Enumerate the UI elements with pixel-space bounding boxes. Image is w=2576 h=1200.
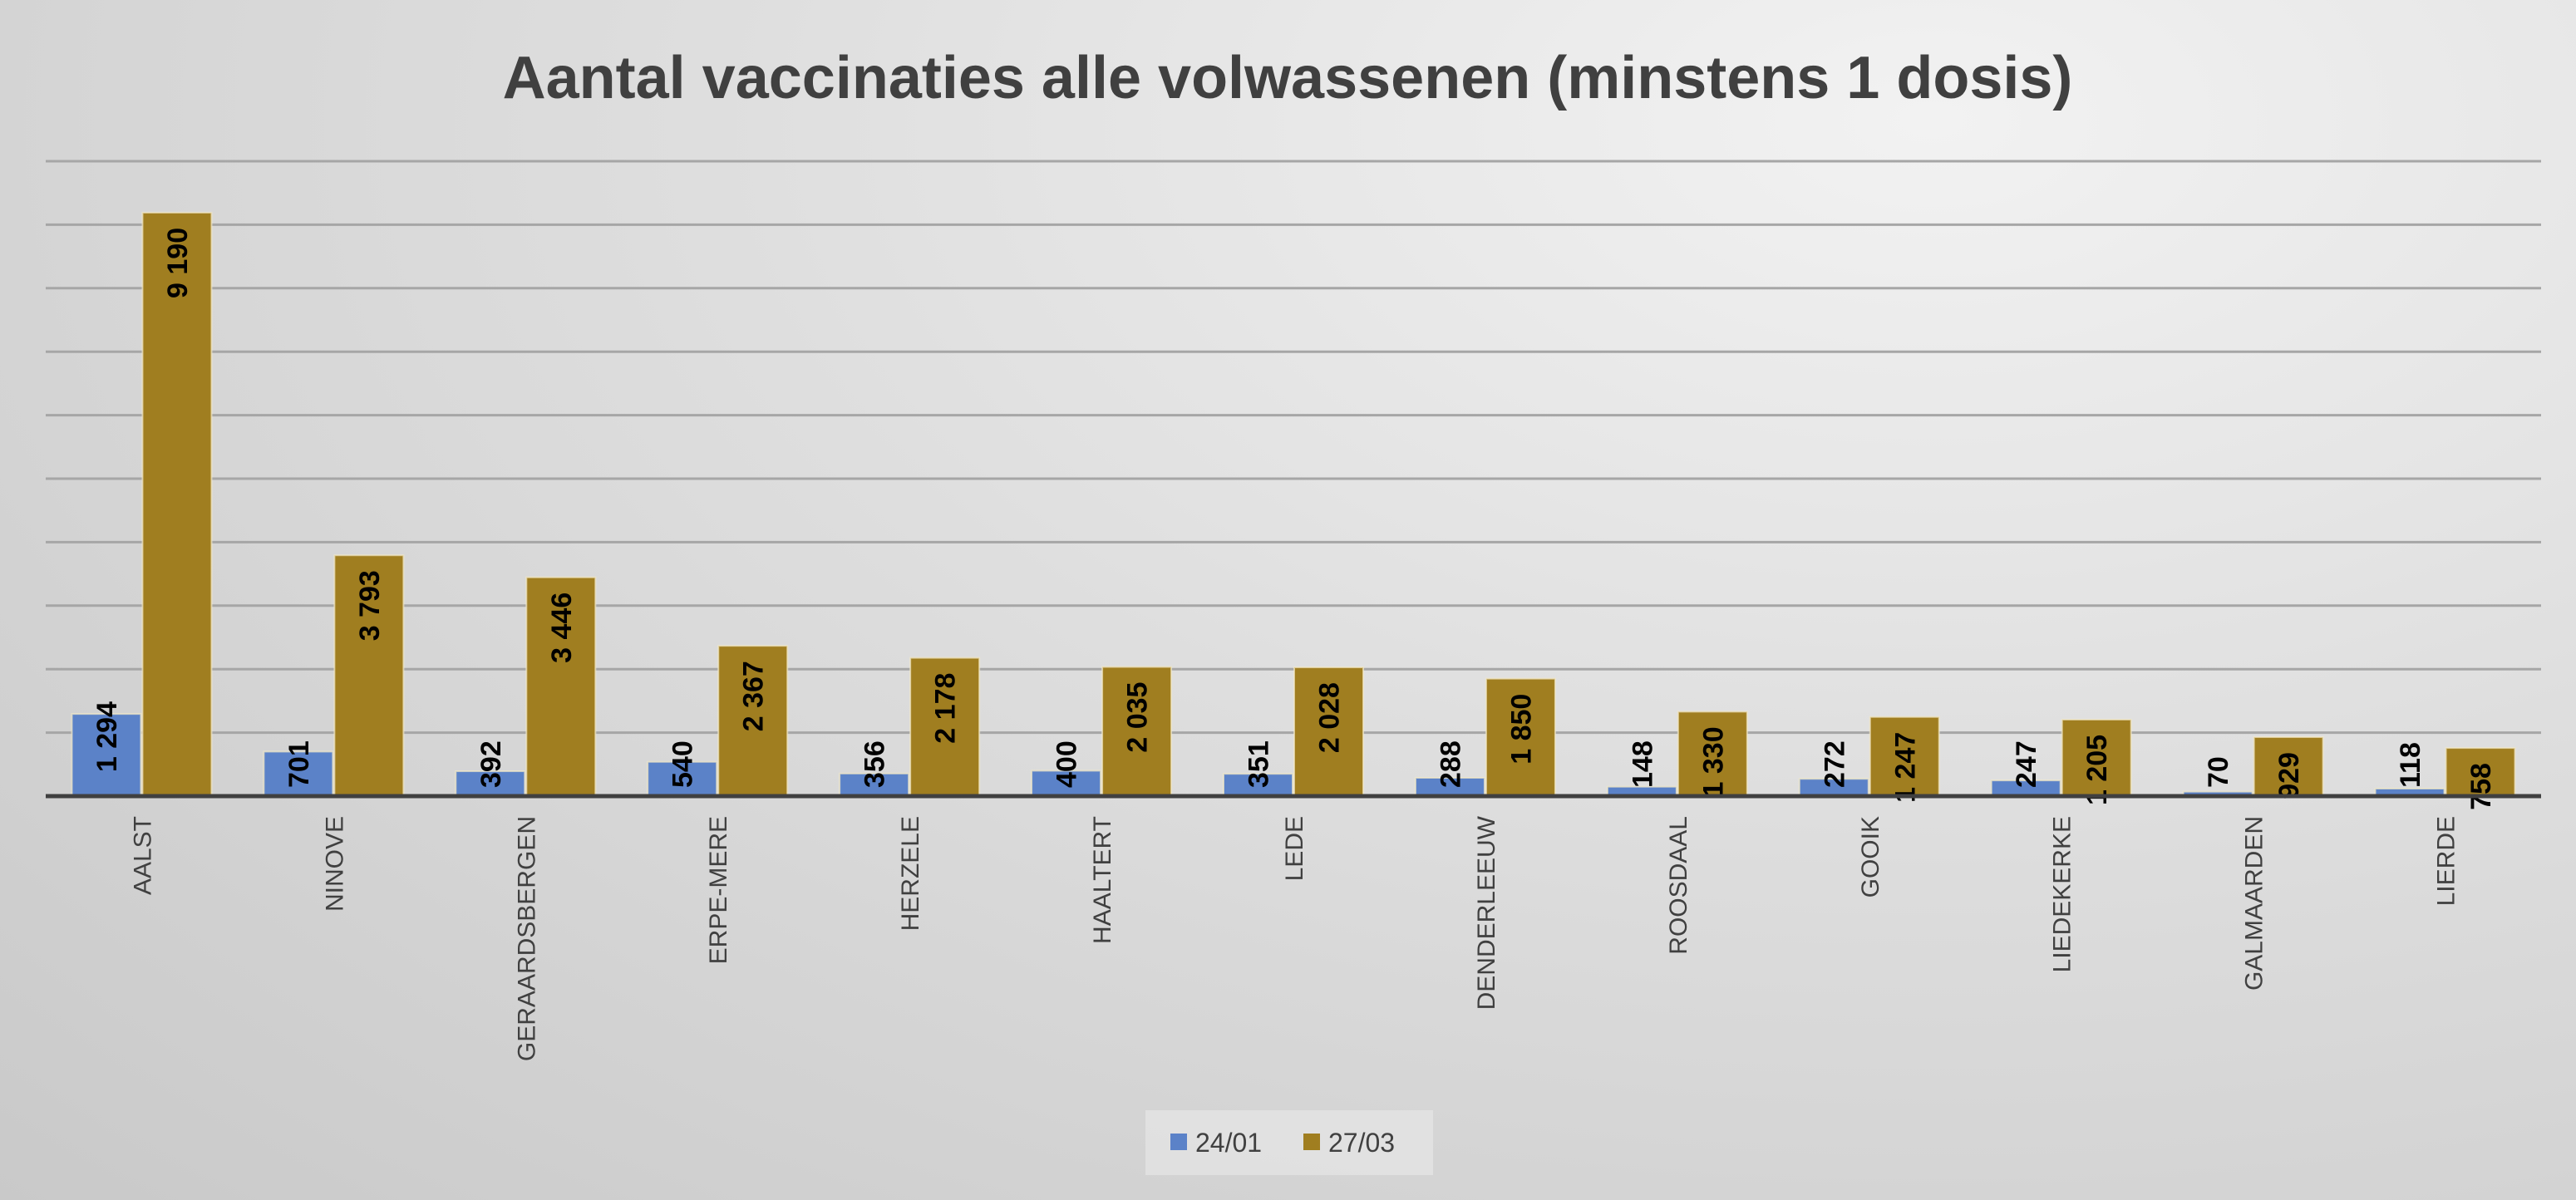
data-label: 1 205: [2081, 735, 2113, 805]
legend: 24/01 27/03: [1145, 1110, 1433, 1175]
data-label: 2 035: [1122, 682, 1154, 753]
data-label: 288: [1435, 740, 1466, 788]
legend-label-series-1: 24/01: [1195, 1128, 1262, 1158]
gridlines: [46, 160, 2541, 735]
bar-1: [647, 760, 718, 798]
bar-1: [263, 750, 334, 798]
category-label: LIEDEKERKE: [2049, 816, 2076, 972]
data-label: 247: [2011, 740, 2042, 788]
legend-swatch-series-1: [1170, 1134, 1187, 1150]
data-label: 272: [1819, 740, 1850, 788]
data-label: 701: [283, 740, 315, 788]
data-label: 351: [1244, 740, 1275, 788]
legend-swatch-series-2: [1303, 1134, 1320, 1150]
data-label: 3 793: [354, 570, 386, 641]
category-label: ROOSDAAL: [1665, 816, 1692, 955]
category-labels: AALST NINOVE GERAARDSBERGEN ERPE-MERE HERZEL…: [129, 815, 2460, 1061]
bar-1: [455, 770, 526, 798]
bar-1: [1031, 770, 1102, 798]
bar-2: [525, 576, 597, 797]
bar-2: [1485, 677, 1556, 797]
bar-2: [1869, 716, 1940, 797]
category-label: ERPE-MERE: [705, 816, 732, 964]
data-label: 2 028: [1314, 682, 1346, 753]
category-label: LIERDE: [2433, 816, 2460, 906]
bar-2: [2061, 718, 2132, 797]
bar-1: [1223, 773, 1293, 797]
category-label: NINOVE: [321, 816, 348, 912]
bar-2: [141, 211, 213, 798]
legend-label-series-2: 27/03: [1328, 1128, 1395, 1158]
bars: 1 294 9 190 701 3 793 392 3 446 540 2 367 356 2 1…: [71, 211, 2516, 810]
bar-2: [1293, 666, 1364, 797]
data-label: 1 294: [91, 701, 123, 772]
data-label: 758: [2465, 763, 2497, 810]
data-label: 356: [859, 740, 891, 788]
data-label: 3 446: [546, 593, 578, 663]
data-label: 392: [475, 740, 507, 788]
data-label: 929: [2273, 752, 2305, 799]
bar-2: [717, 645, 789, 797]
category-label: HERZELE: [897, 816, 924, 931]
data-label: 1 850: [1505, 694, 1537, 765]
category-label: HAALTERT: [1089, 816, 1116, 944]
data-label: 9 190: [162, 228, 194, 298]
data-label: 1 330: [1697, 726, 1729, 797]
bar-1: [71, 713, 142, 798]
category-label: LEDE: [1281, 816, 1308, 881]
category-label: GERAARDSBERGEN: [513, 816, 540, 1061]
data-label: 70: [2203, 756, 2234, 788]
data-label: 400: [1052, 740, 1083, 788]
bar-2: [1677, 711, 1748, 797]
category-label: DENDERLEEUW: [1473, 815, 1500, 1010]
data-label: 540: [667, 740, 699, 788]
data-label: 118: [2395, 742, 2426, 788]
data-label: 2 178: [930, 673, 962, 744]
bar-2: [909, 657, 981, 798]
bar-2: [2445, 747, 2516, 798]
data-label: 2 367: [738, 661, 770, 731]
category-label: GOOIK: [1857, 816, 1884, 898]
data-label: 148: [1627, 740, 1658, 788]
chart-title: Aantal vaccinaties alle volwassenen (min…: [503, 45, 2073, 111]
data-label: 1 247: [1889, 732, 1921, 803]
category-label: GALMAARDEN: [2241, 816, 2268, 991]
category-label: AALST: [129, 816, 156, 895]
